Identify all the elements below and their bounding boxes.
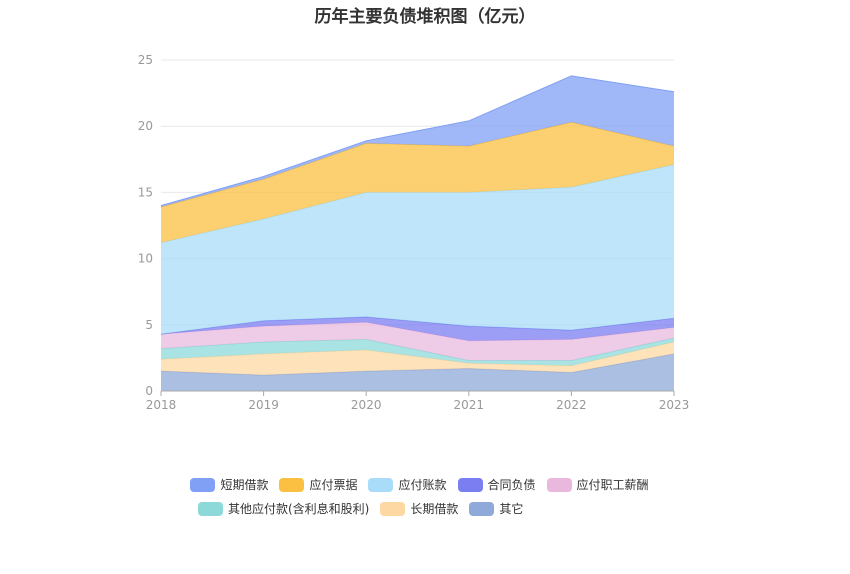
area-series-7 (161, 75, 674, 208)
x-tick-label: 2018 (146, 398, 177, 412)
legend-swatch (469, 501, 495, 516)
legend-swatch (380, 501, 406, 516)
y-tick-label: 15 (138, 185, 153, 199)
x-tick-label: 2021 (454, 398, 485, 412)
area-series-1 (161, 342, 674, 376)
legend-swatch (198, 501, 223, 516)
legend-item[interactable]: 其它 (469, 500, 523, 517)
legend-label: 短期借款 (220, 478, 269, 492)
legend-label: 其它 (499, 502, 524, 516)
legend-label: 应付职工薪酬 (576, 478, 649, 492)
axes: 0 5 10 15 20 25 2018 2019 2020 2021 2022 2023 (138, 53, 690, 412)
y-tick-label: 5 (145, 318, 153, 332)
legend-item[interactable]: 长期借款 (380, 500, 458, 517)
legend-item[interactable]: 应付账款 (368, 476, 447, 493)
x-tick-label: 2019 (248, 398, 279, 412)
y-tick-label: 10 (138, 252, 153, 266)
area-series-4 (161, 316, 674, 341)
legend-item[interactable]: 应付职工薪酬 (546, 476, 649, 493)
x-tick-label: 2023 (659, 398, 690, 412)
legend-row: 其他应付款(含利息和股利) 长期借款 其它 (0, 500, 850, 517)
legend-swatch (546, 477, 572, 492)
legend-swatch (457, 477, 483, 492)
area-series (160, 75, 675, 391)
legend-item[interactable]: 其他应付款(含利息和股利) (198, 500, 369, 517)
x-tick-label: 2020 (351, 398, 382, 412)
legend-label: 长期借款 (410, 502, 459, 516)
legend-item[interactable]: 应付票据 (279, 476, 357, 493)
y-tick-label: 20 (138, 119, 153, 133)
legend-item[interactable]: 合同负债 (457, 476, 536, 493)
legend: 短期借款 应付票据 应付账款 合同负债 应付职工薪酬 其他应付款(含利息和股利) 长期借款… (0, 476, 850, 524)
legend-label: 合同负债 (487, 478, 536, 492)
area-series-5 (161, 164, 674, 335)
legend-label: 其他应付款(含利息和股利) (228, 502, 370, 516)
y-tick-label: 25 (138, 53, 153, 67)
legend-swatch (368, 477, 394, 492)
area-series-3 (161, 322, 674, 361)
area-series-0 (161, 353, 674, 391)
y-tick-label: 0 (145, 384, 153, 398)
area-series-6 (161, 122, 674, 243)
chart-title: 历年主要负债堆积图（亿元） (314, 7, 536, 27)
legend-label: 应付票据 (309, 478, 358, 492)
legend-item[interactable]: 短期借款 (190, 476, 268, 493)
legend-swatch (279, 477, 305, 492)
x-tick-label: 2022 (556, 398, 587, 412)
area-series-2 (161, 338, 674, 366)
legend-swatch (190, 477, 216, 492)
legend-row: 短期借款 应付票据 应付账款 合同负债 应付职工薪酬 (0, 476, 850, 493)
area-edge-7 (160, 75, 675, 207)
legend-label: 应付账款 (398, 478, 447, 492)
